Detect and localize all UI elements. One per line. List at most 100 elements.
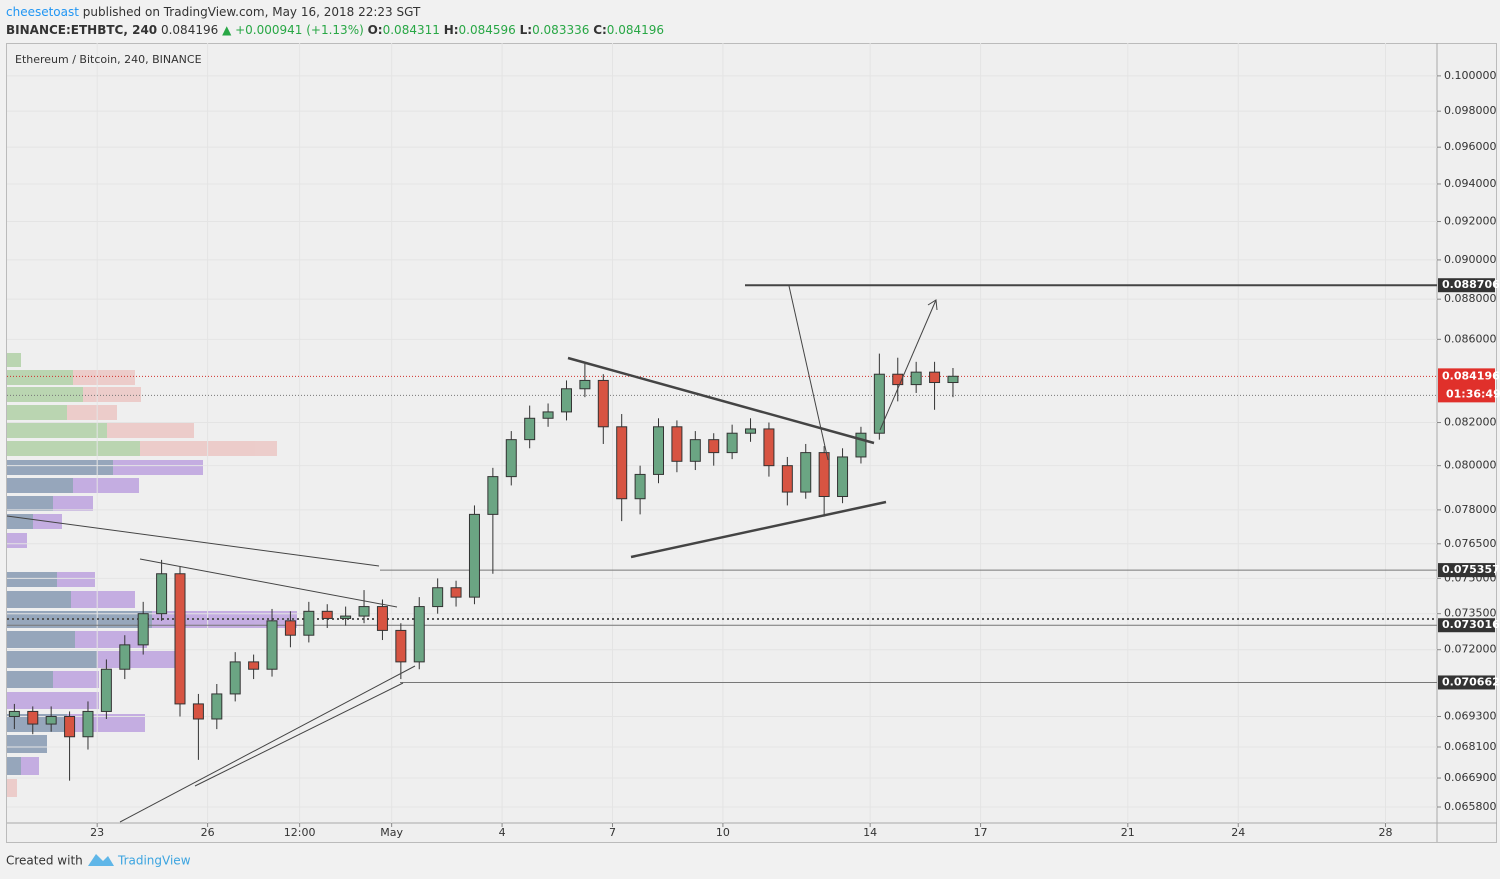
x-tick-label: 7 [609,826,616,839]
y-tick-label: 0.100000 [1444,69,1497,82]
candle-body [560,388,572,413]
vp-bar [7,779,17,797]
author[interactable]: cheesetoast [6,5,79,19]
x-tick-label: 10 [716,826,730,839]
price-level-label: 0.088706 [1442,278,1500,291]
price-level-badge [1438,278,1495,293]
candle-body [229,661,241,695]
candle-body [653,426,665,475]
candle-body [174,573,186,705]
y-tick-label: 0.088000 [1444,292,1497,305]
candle-body [27,710,39,725]
l-label: L: [520,23,532,37]
candle-body [284,620,296,636]
candle-body [119,644,131,670]
candle-body [137,613,149,646]
candle-body [800,452,812,493]
y-tick-label: 0.094000 [1444,177,1497,190]
vp-bar [7,611,152,628]
trendline [630,500,887,559]
candle-body [837,456,849,498]
candle-body [192,703,204,720]
candle-body [542,411,554,419]
vp-bar [7,441,140,456]
trendline [567,356,875,445]
candle-body [689,439,701,462]
vp-bar [7,405,67,420]
x-tick-label: 21 [1121,826,1135,839]
arrow-line [879,299,937,431]
vp-bar [7,387,83,402]
tv-logo [88,854,114,866]
last: 0.084196 [161,23,218,37]
countdown: 01:36:49 [1446,387,1500,400]
candle-body [579,379,591,390]
candle-body [468,513,480,598]
y-tick-label: 0.073500 [1444,607,1497,620]
x-tick-label: 26 [201,826,215,839]
candle-body [64,715,76,738]
symbol: BINANCE:ETHBTC, 240 [6,23,157,37]
candle-body [82,710,94,738]
y-tick-label: 0.080000 [1444,459,1497,472]
candle-body [855,432,867,458]
candle-body [45,715,57,725]
last-price-label: 0.084196 [1442,369,1500,382]
price-level-label: 0.075357 [1442,563,1500,576]
candle-body [873,373,885,434]
candle-body [321,610,333,619]
trendline [6,515,380,567]
trendline [788,285,829,461]
footer-brand[interactable]: TradingView [117,854,191,868]
candle-body [947,375,959,384]
quote-line: BINANCE:ETHBTC, 240 0.084196 ▲ +0.000941… [6,23,664,37]
x-tick-label: 28 [1378,826,1392,839]
vp-bar [7,423,107,438]
h-label: H: [444,23,459,37]
candle-body [450,587,462,598]
candle-body [432,587,444,608]
x-tick-label: May [380,826,403,839]
y-tick-label: 0.092000 [1444,215,1497,228]
candle-body [395,629,407,663]
candle-body [616,426,628,500]
candle-body [340,615,352,619]
h: 0.084596 [459,23,516,37]
candle-body [376,606,388,631]
vp-bar [7,651,97,668]
published: published on TradingView.com, May 16, 20… [83,5,421,19]
x-tick-label: 23 [90,826,104,839]
arrow-head [927,299,938,311]
x-tick-label: 17 [974,826,988,839]
candle-body [303,610,315,636]
x-tick-label: 4 [499,826,506,839]
candle-body [726,432,738,454]
vp-bar [7,572,57,587]
footer-created: Created with [6,854,83,868]
candle-body [818,452,830,498]
l: 0.083336 [532,23,589,37]
vp-bar [7,533,27,548]
candle-body [929,371,941,384]
candle-body [100,668,112,712]
y-tick-label: 0.068100 [1444,740,1497,753]
candle-body [910,371,922,386]
y-tick-label: 0.098000 [1444,104,1497,117]
vp-bar [7,370,73,385]
candle-body [634,473,646,500]
vp-bar [7,353,21,367]
candle-body [597,379,609,428]
price-level-badge [1438,618,1495,633]
candle-body [781,465,793,493]
y-tick-label: 0.066900 [1444,771,1497,784]
candle-body [358,606,370,617]
candle-body [745,428,757,434]
vp-bar [7,735,47,753]
candle-body [266,620,278,670]
vp-bar [7,478,73,493]
vp-bar [7,671,53,688]
y-tick-label: 0.076500 [1444,537,1497,550]
trendline [139,558,398,608]
x-tick-label: 14 [863,826,877,839]
last-price-badge [1438,368,1495,403]
